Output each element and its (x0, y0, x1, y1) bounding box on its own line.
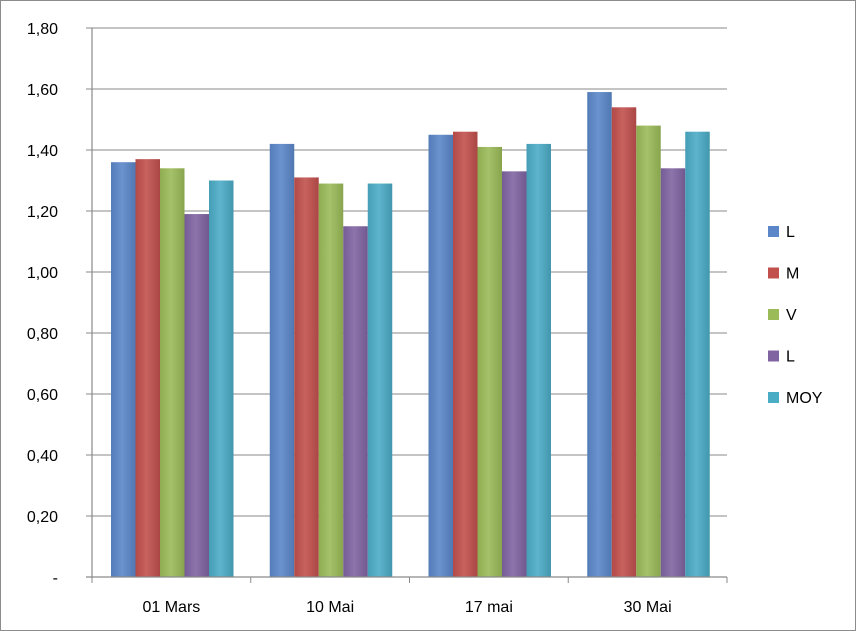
y-tick-label: 1,00 (27, 265, 58, 282)
bar-10-mai-series-4 (367, 183, 393, 578)
legend-label: M (786, 266, 799, 283)
legend-swatch (768, 226, 779, 237)
legend-swatch (768, 392, 779, 403)
legend-label: V (786, 307, 797, 324)
axes (86, 27, 728, 583)
bar-10-mai-series-0 (269, 143, 295, 577)
bar-30-mai-series-2 (636, 125, 661, 577)
bar-10-mai-series-1 (294, 177, 319, 577)
y-tick-label: 0,40 (27, 448, 58, 465)
legend-swatch (768, 309, 779, 320)
bar-17-mai-series-3 (502, 171, 527, 577)
bar-01-mars-series-1 (135, 159, 160, 577)
bar-17-mai-series-4 (526, 143, 551, 577)
y-tick-label: 0,60 (27, 387, 58, 404)
x-tick-labels: 01 Mars 10 Mai 17 mai 30 Mai (142, 599, 671, 616)
legend-label: L (786, 224, 795, 241)
bars (111, 92, 710, 578)
bar-17-mai-series-2 (477, 146, 502, 577)
y-tick-label: 0,80 (27, 326, 58, 343)
bar-10-mai-series-3 (343, 226, 368, 577)
x-tick-label: 17 mai (465, 599, 513, 616)
bar-30-mai-series-3 (660, 168, 686, 578)
bar-01-mars-series-0 (111, 162, 136, 577)
bar-30-mai-series-1 (611, 107, 637, 578)
y-tick-label: 1,40 (27, 143, 58, 160)
legend-swatch (768, 267, 779, 279)
x-tick-label: 10 Mai (306, 599, 354, 616)
bar-30-mai-series-0 (587, 92, 612, 578)
y-tick-label: 1,20 (27, 204, 58, 221)
legend: L M V L MOY (768, 224, 823, 407)
x-tick-label: 30 Mai (624, 599, 672, 616)
legend-swatch (768, 350, 779, 362)
bar-01-mars-series-2 (160, 168, 185, 578)
bar-17-mai-series-1 (453, 131, 478, 577)
legend-label: MOY (786, 390, 823, 407)
y-tick-label: - (53, 570, 58, 587)
bar-30-mai-series-4 (685, 131, 710, 577)
y-tick-labels: - 0,20 0,40 0,60 0,80 1,00 1,20 1,40 1,60 1,80 (27, 21, 58, 587)
bar-17-mai-series-0 (428, 134, 453, 577)
bar-10-mai-series-2 (318, 183, 344, 578)
legend-label: L (786, 349, 795, 366)
y-tick-label: 1,60 (27, 82, 58, 99)
x-tick-label: 01 Mars (142, 599, 200, 616)
y-tick-label: 1,80 (27, 21, 58, 38)
y-tick-label: 0,20 (27, 509, 58, 526)
bar-01-mars-series-3 (184, 214, 209, 578)
bar-01-mars-series-4 (209, 180, 234, 577)
